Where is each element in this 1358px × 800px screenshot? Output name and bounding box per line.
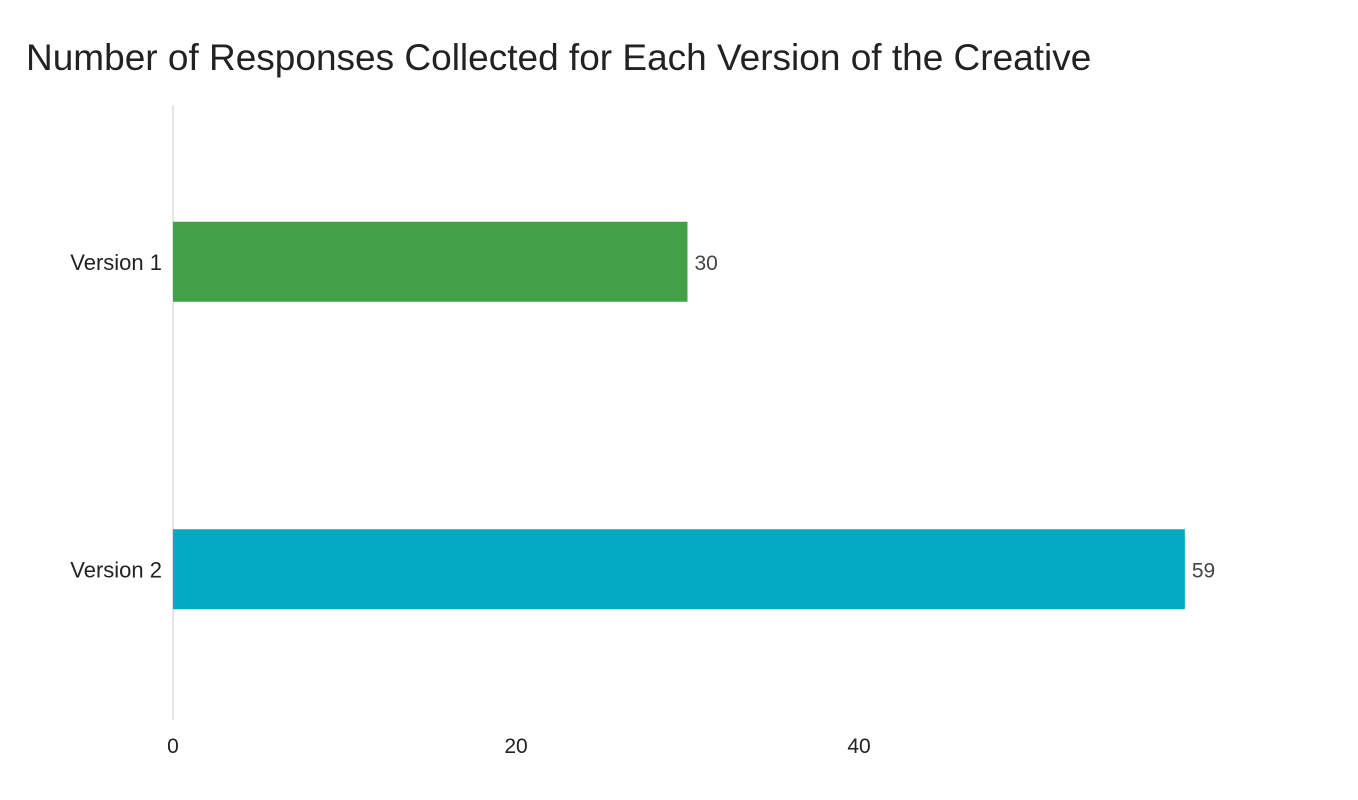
x-tick-label: 20 <box>504 735 527 758</box>
data-label: 30 <box>695 252 718 275</box>
x-tick-label: 40 <box>847 735 870 758</box>
category-label: Version 2 <box>70 557 162 582</box>
bar-1 <box>173 221 688 302</box>
data-label: 59 <box>1192 559 1215 582</box>
x-tick-label: 0 <box>167 735 179 758</box>
chart-title: Number of Responses Collected for Each V… <box>26 37 1091 78</box>
bar-2 <box>173 529 1185 610</box>
category-label: Version 1 <box>70 250 162 275</box>
